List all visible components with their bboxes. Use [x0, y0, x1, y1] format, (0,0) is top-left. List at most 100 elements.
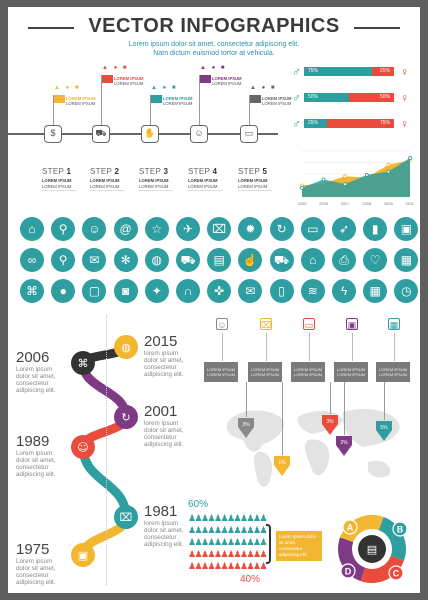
bulb-icon[interactable]: ✦	[144, 279, 169, 303]
timeline-node[interactable]	[71, 435, 95, 459]
map-pin[interactable]: 5%	[375, 420, 393, 442]
person-icon: ♟	[188, 537, 197, 547]
megaphone-icon[interactable]: ✈	[176, 217, 200, 241]
gamepad-icon[interactable]: ✜	[207, 279, 232, 303]
timeline-text: adipiscing elit.	[16, 387, 56, 394]
person-icon: ♟	[214, 513, 223, 523]
timeline-text: Lorem ipsum	[16, 450, 53, 457]
piggy-icon[interactable]: ●	[51, 279, 76, 303]
step-text: LOREM IPSUM	[238, 184, 268, 189]
monitor-icon[interactable]: ▢	[82, 279, 107, 303]
shop-icon[interactable]: ⌂	[300, 248, 325, 272]
gender-bar-fill	[304, 119, 327, 128]
person-icon: ♟	[194, 561, 203, 571]
timeline-node[interactable]	[114, 405, 138, 429]
map-guide-line	[352, 333, 353, 361]
star-icon[interactable]: ☆	[144, 217, 169, 241]
people-note-text: Lorem ipsum dolor sit amet, consectetur …	[279, 534, 317, 557]
link-icon[interactable]: ∞	[20, 248, 44, 272]
home-icon[interactable]: ⌂	[20, 217, 44, 241]
laptop-icon[interactable]: ▭	[300, 217, 325, 241]
cycle-segment[interactable]	[378, 517, 406, 561]
cycle-letter: A	[347, 523, 354, 533]
briefcase-icon[interactable]: ▣	[394, 217, 419, 241]
timeline-node[interactable]	[114, 335, 138, 359]
hand-icon: ✋	[144, 128, 156, 138]
mail-icon[interactable]: ✉	[238, 279, 263, 303]
step-node[interactable]: ⛟	[92, 125, 110, 143]
person-icon: ♟	[220, 525, 229, 535]
timeline-node[interactable]	[71, 351, 95, 375]
wifi-icon[interactable]: ≋	[300, 279, 325, 303]
cart-icon[interactable]: ⛟	[176, 248, 200, 272]
cycle-segment[interactable]	[338, 537, 366, 581]
map-pin-pct: 5%	[380, 425, 388, 431]
chart2-icon[interactable]: ▦	[394, 248, 419, 272]
map-pin-connector	[384, 382, 385, 420]
cycle-segment[interactable]	[340, 515, 384, 543]
printer-icon[interactable]: ⎙	[332, 248, 356, 272]
map-pin-shape	[238, 418, 254, 438]
step-node[interactable]: $	[44, 125, 62, 143]
timeline-text: Lorem ipsum	[16, 558, 53, 565]
step-flag-title: LOREM IPSUM	[114, 76, 144, 81]
timeline-text: adipiscing elit.	[16, 471, 56, 478]
pin-icon[interactable]: ⚲	[51, 217, 76, 241]
timeline-node[interactable]	[71, 543, 95, 567]
camera-icon[interactable]: ◙	[113, 279, 138, 303]
cycle-segment[interactable]	[360, 555, 404, 583]
chart-icon[interactable]: ▮	[363, 217, 388, 241]
settings-icon[interactable]: ✻	[113, 248, 138, 272]
bank-icon[interactable]: ⌘	[20, 279, 44, 303]
wallet-icon[interactable]: ▤	[207, 248, 232, 272]
phone-icon[interactable]: ▯	[269, 279, 294, 303]
map-pin[interactable]: 3%	[321, 414, 339, 436]
clock-icon[interactable]: ◷	[394, 279, 419, 303]
map-pin[interactable]: 1%	[273, 455, 291, 477]
step-node[interactable]: ✋	[141, 125, 159, 143]
timeline-node[interactable]	[114, 505, 138, 529]
gift-icon[interactable]: ⌧	[207, 217, 232, 241]
contact-icon[interactable]: ☺	[82, 217, 107, 241]
cycle-letter-badge	[392, 521, 408, 537]
cycle-letter-badge	[388, 565, 404, 581]
timeline-entry: 2001 lorem ipsum dolor sit amet, consectetu…	[144, 403, 214, 448]
heart-icon[interactable]: ♡	[363, 248, 388, 272]
continent-shape	[368, 460, 391, 478]
people-top-pct: 60%	[188, 499, 209, 510]
chart-series-2-point	[386, 162, 391, 167]
person-icon: ♟	[259, 561, 268, 571]
like-icon[interactable]: ☝	[238, 248, 263, 272]
step-label-word: STEP	[90, 167, 112, 176]
person-icon: ♟	[201, 537, 210, 547]
step-node[interactable]: ▭	[240, 125, 258, 143]
map-pin[interactable]: 2%	[335, 435, 353, 457]
gender-right-pct: 50%	[379, 94, 390, 100]
chat-icon[interactable]: ✉	[82, 248, 107, 272]
step-node[interactable]: ☺	[190, 125, 208, 143]
chart-series-2-point	[343, 174, 348, 179]
person-icon: ♟	[207, 537, 216, 547]
map-pin[interactable]: 3%	[237, 417, 255, 439]
title-rule-right	[354, 27, 400, 29]
timeline-entry: 2015 lorem ipsum dolor sit amet, consectetu…	[144, 333, 214, 378]
at-icon[interactable]: @	[113, 217, 138, 241]
search-icon[interactable]: ⚲	[51, 248, 76, 272]
24h-icon[interactable]: ↻	[269, 217, 294, 241]
timeline-year: 2015	[144, 333, 178, 350]
gear-icon[interactable]: ✹	[238, 217, 263, 241]
globe-icon[interactable]: ◍	[144, 248, 169, 272]
headset-icon[interactable]: ∩	[176, 279, 200, 303]
cycle-letter: D	[345, 567, 352, 577]
timeline-text: adipiscing elit.	[16, 579, 56, 586]
person-icon: ♟	[253, 549, 262, 559]
person-icon: ♟	[253, 537, 262, 547]
step-text-rule	[238, 190, 272, 191]
person-icon: ♟	[227, 513, 236, 523]
person-icon: ♟	[240, 537, 249, 547]
plug-icon[interactable]: ϟ	[332, 279, 356, 303]
person-icon: ♟	[233, 537, 242, 547]
rocket-icon[interactable]: ➶	[332, 217, 356, 241]
calendar-icon[interactable]: ▦	[363, 279, 388, 303]
truck-icon[interactable]: ⛟	[269, 248, 294, 272]
